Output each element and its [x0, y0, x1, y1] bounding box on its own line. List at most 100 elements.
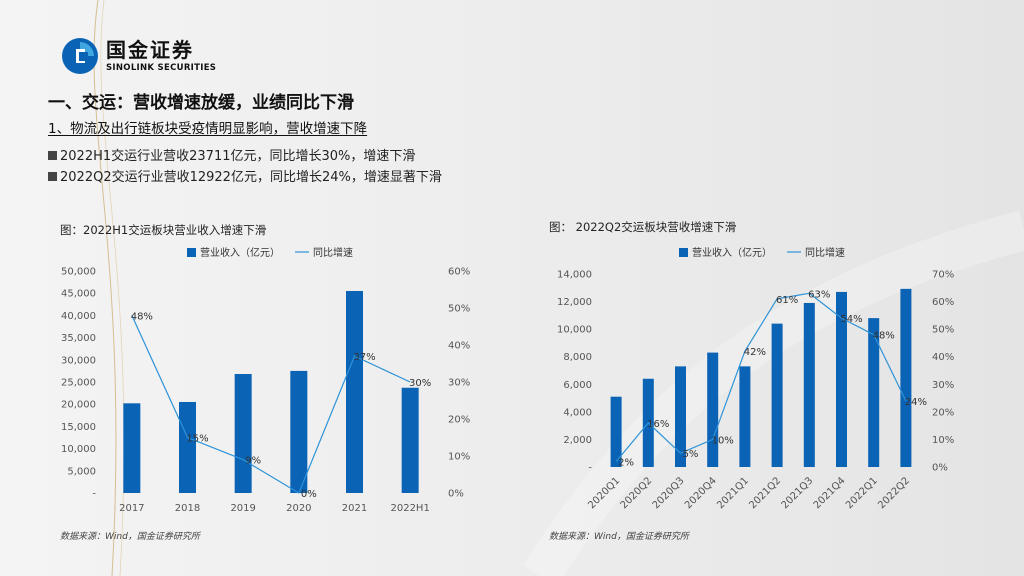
chart1-data-label: 48%: [131, 311, 153, 322]
chart1-x-tick: 2018: [175, 503, 200, 514]
chart2-bar: [707, 352, 719, 467]
chart2-right-tick: 40%: [932, 352, 954, 363]
chart2-growth-line: [615, 292, 907, 462]
chart1-title: 图：2022H1交运板块营业收入增速下滑: [60, 223, 267, 237]
chart2-x-tick: 2021Q1: [715, 475, 751, 511]
chart2-left-tick: 14,000: [557, 270, 592, 281]
chart2-left-tick: 12,000: [557, 297, 592, 308]
chart1-x-tick: 2022H1: [390, 503, 429, 514]
chart1-right-tick: 60%: [448, 267, 470, 278]
chart2-x-tick: 2021Q4: [812, 475, 848, 511]
chart2-x-tick: 2021Q3: [780, 475, 816, 511]
chart2-legend-bar-swatch: [679, 248, 688, 257]
bullet-square-icon: [48, 151, 57, 160]
chart2-right-tick: 10%: [932, 435, 954, 446]
chart1-legend-bar-label: 营业收入（亿元）: [200, 246, 280, 259]
company-logo: 国金证券 SINOLINK SECURITIES: [60, 36, 216, 76]
chart2-right-tick: 30%: [932, 380, 954, 391]
chart1-data-label: 37%: [353, 352, 375, 363]
chart2-data-label: 42%: [744, 347, 766, 358]
chart1-left-tick: 5,000: [67, 466, 96, 477]
chart2-data-label: 54%: [840, 314, 862, 325]
chart2-bar: [803, 302, 815, 467]
chart2-x-tick: 2022Q2: [876, 475, 912, 511]
page-title: 一、交运：营收增速放缓，业绩同比下滑: [48, 93, 354, 113]
chart2-bar: [610, 396, 622, 467]
chart1-left-tick: 50,000: [61, 267, 96, 278]
chart1-right-tick: 0%: [448, 489, 464, 500]
chart1-bar: [401, 387, 419, 493]
chart2-bar: [675, 366, 686, 467]
chart2-left-tick: -: [588, 463, 592, 474]
chart2-left-tick: 8,000: [563, 352, 592, 363]
chart2-right-tick: 60%: [932, 297, 954, 308]
chart2-x-tick: 2020Q3: [651, 475, 687, 511]
chart1-x-tick: 2017: [119, 503, 144, 514]
logo-english: SINOLINK SECURITIES: [106, 63, 217, 73]
chart2-right-tick: 50%: [932, 325, 954, 336]
chart2-bar: [836, 291, 847, 467]
chart2-left-tick: 2,000: [563, 435, 592, 446]
chart1-data-label: 0%: [301, 489, 317, 500]
chart1-left-tick: 15,000: [61, 422, 96, 433]
chart2-left-tick: 10,000: [557, 325, 592, 336]
bullet-square-icon: [48, 172, 57, 181]
chart2-data-label: 48%: [873, 331, 895, 342]
logo-mark-icon: [60, 36, 100, 76]
chart1-right-tick: 30%: [448, 378, 470, 389]
chart2-data-label: 61%: [776, 295, 798, 306]
chart2-data-label: 2%: [618, 457, 634, 468]
chart1-right-tick: 20%: [448, 415, 470, 426]
chart1-x-tick: 2020: [286, 503, 311, 514]
bullet-2: 2022Q2交运行业营收12922亿元，同比增长24%，增速显著下滑: [48, 166, 442, 185]
chart2-bar: [771, 323, 783, 467]
chart1-right-tick: 40%: [448, 341, 470, 352]
chart2-x-tick: 2021Q2: [747, 475, 783, 511]
chart1-left-tick: 10,000: [61, 444, 96, 455]
chart1-left-tick: 45,000: [61, 289, 96, 300]
chart2-x-tick: 2020Q2: [619, 475, 655, 511]
chart1-bar: [179, 401, 196, 493]
chart1-legend-bar-swatch: [187, 248, 196, 257]
chart1-left-tick: 25,000: [61, 378, 96, 389]
chart2-data-label: 5%: [683, 449, 699, 460]
chart2-bar: [900, 288, 912, 467]
chart1-left-tick: 30,000: [61, 355, 96, 366]
chart1-bar: [290, 370, 308, 493]
chart2-x-tick: 2022Q1: [844, 475, 880, 511]
chart1-growth-line: [131, 315, 411, 494]
chart1-source: 数据来源：Wind，国金证券研究所: [60, 532, 200, 542]
chart2-x-tick: 2020Q1: [586, 475, 622, 511]
chart2-data-label: 24%: [905, 397, 927, 408]
chart2-left-tick: 6,000: [563, 380, 592, 391]
chart2-bar: [868, 318, 880, 467]
chart1-data-label: 15%: [186, 434, 208, 445]
section-subtitle: 1、物流及出行链板块受疫情明显影响，营收增速下降: [48, 121, 368, 137]
chart2-x-tick: 2020Q4: [683, 475, 719, 511]
chart1-data-label: 30%: [409, 378, 431, 389]
chart1-right-tick: 10%: [448, 452, 470, 463]
chart1-bar: [346, 290, 363, 493]
chart1-left-tick: -: [92, 489, 96, 500]
chart1-right-tick: 50%: [448, 304, 470, 315]
chart1-legend-line-label: 同比增速: [313, 246, 353, 259]
chart1-left-tick: 40,000: [61, 311, 96, 322]
chart2-right-tick: 0%: [932, 463, 948, 474]
chart2-legend-line-label: 同比增速: [805, 246, 845, 259]
chart1-data-label: 9%: [245, 456, 261, 467]
chart1-x-tick: 2019: [230, 503, 255, 514]
chart2-right-tick: 70%: [932, 270, 954, 281]
logo-chinese: 国金证券: [106, 38, 194, 62]
chart1-bar: [123, 403, 141, 493]
chart2-bar: [739, 366, 751, 467]
chart2-right-tick: 20%: [932, 407, 954, 418]
chart2-title: 图： 2022Q2交运板块营收增速下滑: [549, 220, 737, 234]
chart2-data-label: 10%: [712, 435, 734, 446]
chart2-left-tick: 4,000: [563, 407, 592, 418]
bullet-1: 2022H1交运行业营收23711亿元，同比增长30%，增速下滑: [48, 145, 415, 164]
chart1-x-tick: 2021: [342, 503, 367, 514]
chart2-data-label: 63%: [808, 289, 830, 300]
chart2-source: 数据来源：Wind，国金证券研究所: [549, 532, 689, 542]
